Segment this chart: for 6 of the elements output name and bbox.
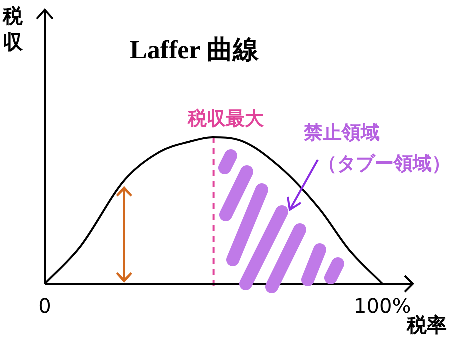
ref-line-label: 税収最大 <box>186 108 265 130</box>
chart-title: Laffer 曲線 <box>130 36 260 65</box>
annotation: （タブー領域） <box>318 152 451 175</box>
annotation: 禁止領域 <box>303 122 380 144</box>
x-tick-label: 0 <box>38 294 52 318</box>
y-axis-title: 税収 <box>2 4 24 54</box>
